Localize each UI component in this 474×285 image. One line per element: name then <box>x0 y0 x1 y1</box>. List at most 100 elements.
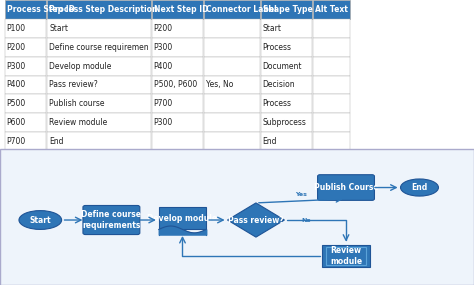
Text: Process Step ID: Process Step ID <box>7 5 74 14</box>
FancyBboxPatch shape <box>204 38 260 57</box>
Text: Develop module: Develop module <box>147 214 218 223</box>
Text: P500, P600: P500, P600 <box>154 80 197 89</box>
Text: P200: P200 <box>154 24 173 33</box>
Text: Pass review?: Pass review? <box>49 80 98 89</box>
Text: Decision: Decision <box>263 80 295 89</box>
FancyBboxPatch shape <box>261 76 312 94</box>
Text: Start: Start <box>263 24 282 33</box>
FancyBboxPatch shape <box>204 113 260 132</box>
Text: Next Step ID: Next Step ID <box>154 5 208 14</box>
FancyBboxPatch shape <box>322 245 370 267</box>
Text: Process Step Description: Process Step Description <box>49 5 158 14</box>
FancyBboxPatch shape <box>313 57 350 76</box>
Text: Define course
requirements: Define course requirements <box>82 210 141 230</box>
FancyBboxPatch shape <box>261 19 312 38</box>
FancyBboxPatch shape <box>5 76 46 94</box>
FancyBboxPatch shape <box>261 0 312 19</box>
Text: P100: P100 <box>7 24 26 33</box>
Text: P300: P300 <box>7 62 26 71</box>
FancyBboxPatch shape <box>313 19 350 38</box>
Text: P500: P500 <box>7 99 26 108</box>
FancyBboxPatch shape <box>5 113 46 132</box>
Text: Alt Text: Alt Text <box>315 5 347 14</box>
FancyBboxPatch shape <box>261 132 312 151</box>
Text: Publish course: Publish course <box>49 99 105 108</box>
Text: Review module: Review module <box>49 118 108 127</box>
Text: P300: P300 <box>154 43 173 52</box>
FancyBboxPatch shape <box>5 132 46 151</box>
Text: No: No <box>301 217 310 223</box>
Polygon shape <box>228 203 284 237</box>
FancyBboxPatch shape <box>313 132 350 151</box>
FancyBboxPatch shape <box>159 207 206 229</box>
Text: Yes, No: Yes, No <box>206 80 233 89</box>
FancyBboxPatch shape <box>152 76 203 94</box>
FancyBboxPatch shape <box>326 247 366 265</box>
Text: Start: Start <box>49 24 68 33</box>
Text: End: End <box>263 137 277 146</box>
Text: P600: P600 <box>7 118 26 127</box>
Ellipse shape <box>19 211 62 229</box>
Text: Shape Type: Shape Type <box>263 5 312 14</box>
Text: Subprocess: Subprocess <box>263 118 307 127</box>
Text: Process: Process <box>263 43 292 52</box>
FancyBboxPatch shape <box>47 0 151 19</box>
FancyBboxPatch shape <box>5 19 46 38</box>
FancyBboxPatch shape <box>152 19 203 38</box>
FancyBboxPatch shape <box>313 113 350 132</box>
FancyBboxPatch shape <box>152 38 203 57</box>
FancyBboxPatch shape <box>47 76 151 94</box>
FancyBboxPatch shape <box>313 94 350 113</box>
FancyBboxPatch shape <box>152 0 203 19</box>
FancyBboxPatch shape <box>204 94 260 113</box>
FancyBboxPatch shape <box>47 57 151 76</box>
FancyBboxPatch shape <box>83 205 140 235</box>
Text: Publish Course: Publish Course <box>314 183 378 192</box>
Text: Process: Process <box>263 99 292 108</box>
FancyBboxPatch shape <box>261 38 312 57</box>
FancyBboxPatch shape <box>47 94 151 113</box>
FancyBboxPatch shape <box>5 38 46 57</box>
Text: Connector Label: Connector Label <box>206 5 276 14</box>
Text: P700: P700 <box>7 137 26 146</box>
FancyBboxPatch shape <box>313 0 350 19</box>
FancyBboxPatch shape <box>318 175 374 200</box>
FancyBboxPatch shape <box>5 0 46 19</box>
FancyBboxPatch shape <box>313 38 350 57</box>
FancyBboxPatch shape <box>5 94 46 113</box>
FancyBboxPatch shape <box>261 94 312 113</box>
FancyBboxPatch shape <box>5 57 46 76</box>
Text: Review
module: Review module <box>330 246 362 266</box>
Text: End: End <box>411 183 428 192</box>
Text: Develop module: Develop module <box>49 62 112 71</box>
FancyBboxPatch shape <box>152 113 203 132</box>
FancyBboxPatch shape <box>152 94 203 113</box>
FancyBboxPatch shape <box>0 149 474 285</box>
Text: P200: P200 <box>7 43 26 52</box>
Text: P300: P300 <box>154 118 173 127</box>
Text: End: End <box>49 137 64 146</box>
FancyBboxPatch shape <box>313 76 350 94</box>
FancyBboxPatch shape <box>261 113 312 132</box>
FancyBboxPatch shape <box>152 57 203 76</box>
FancyBboxPatch shape <box>204 19 260 38</box>
Text: Yes: Yes <box>295 192 307 197</box>
FancyBboxPatch shape <box>204 76 260 94</box>
FancyBboxPatch shape <box>47 19 151 38</box>
Ellipse shape <box>401 179 438 196</box>
Text: P400: P400 <box>7 80 26 89</box>
Text: P700: P700 <box>154 99 173 108</box>
Text: P400: P400 <box>154 62 173 71</box>
FancyBboxPatch shape <box>204 57 260 76</box>
FancyBboxPatch shape <box>47 132 151 151</box>
FancyBboxPatch shape <box>261 57 312 76</box>
FancyBboxPatch shape <box>204 132 260 151</box>
FancyBboxPatch shape <box>47 113 151 132</box>
Text: Start: Start <box>29 215 51 225</box>
Text: Document: Document <box>263 62 302 71</box>
Text: Pass review?: Pass review? <box>228 215 284 225</box>
FancyBboxPatch shape <box>47 38 151 57</box>
FancyBboxPatch shape <box>152 132 203 151</box>
Text: Define course requiremen: Define course requiremen <box>49 43 149 52</box>
FancyBboxPatch shape <box>204 0 260 19</box>
